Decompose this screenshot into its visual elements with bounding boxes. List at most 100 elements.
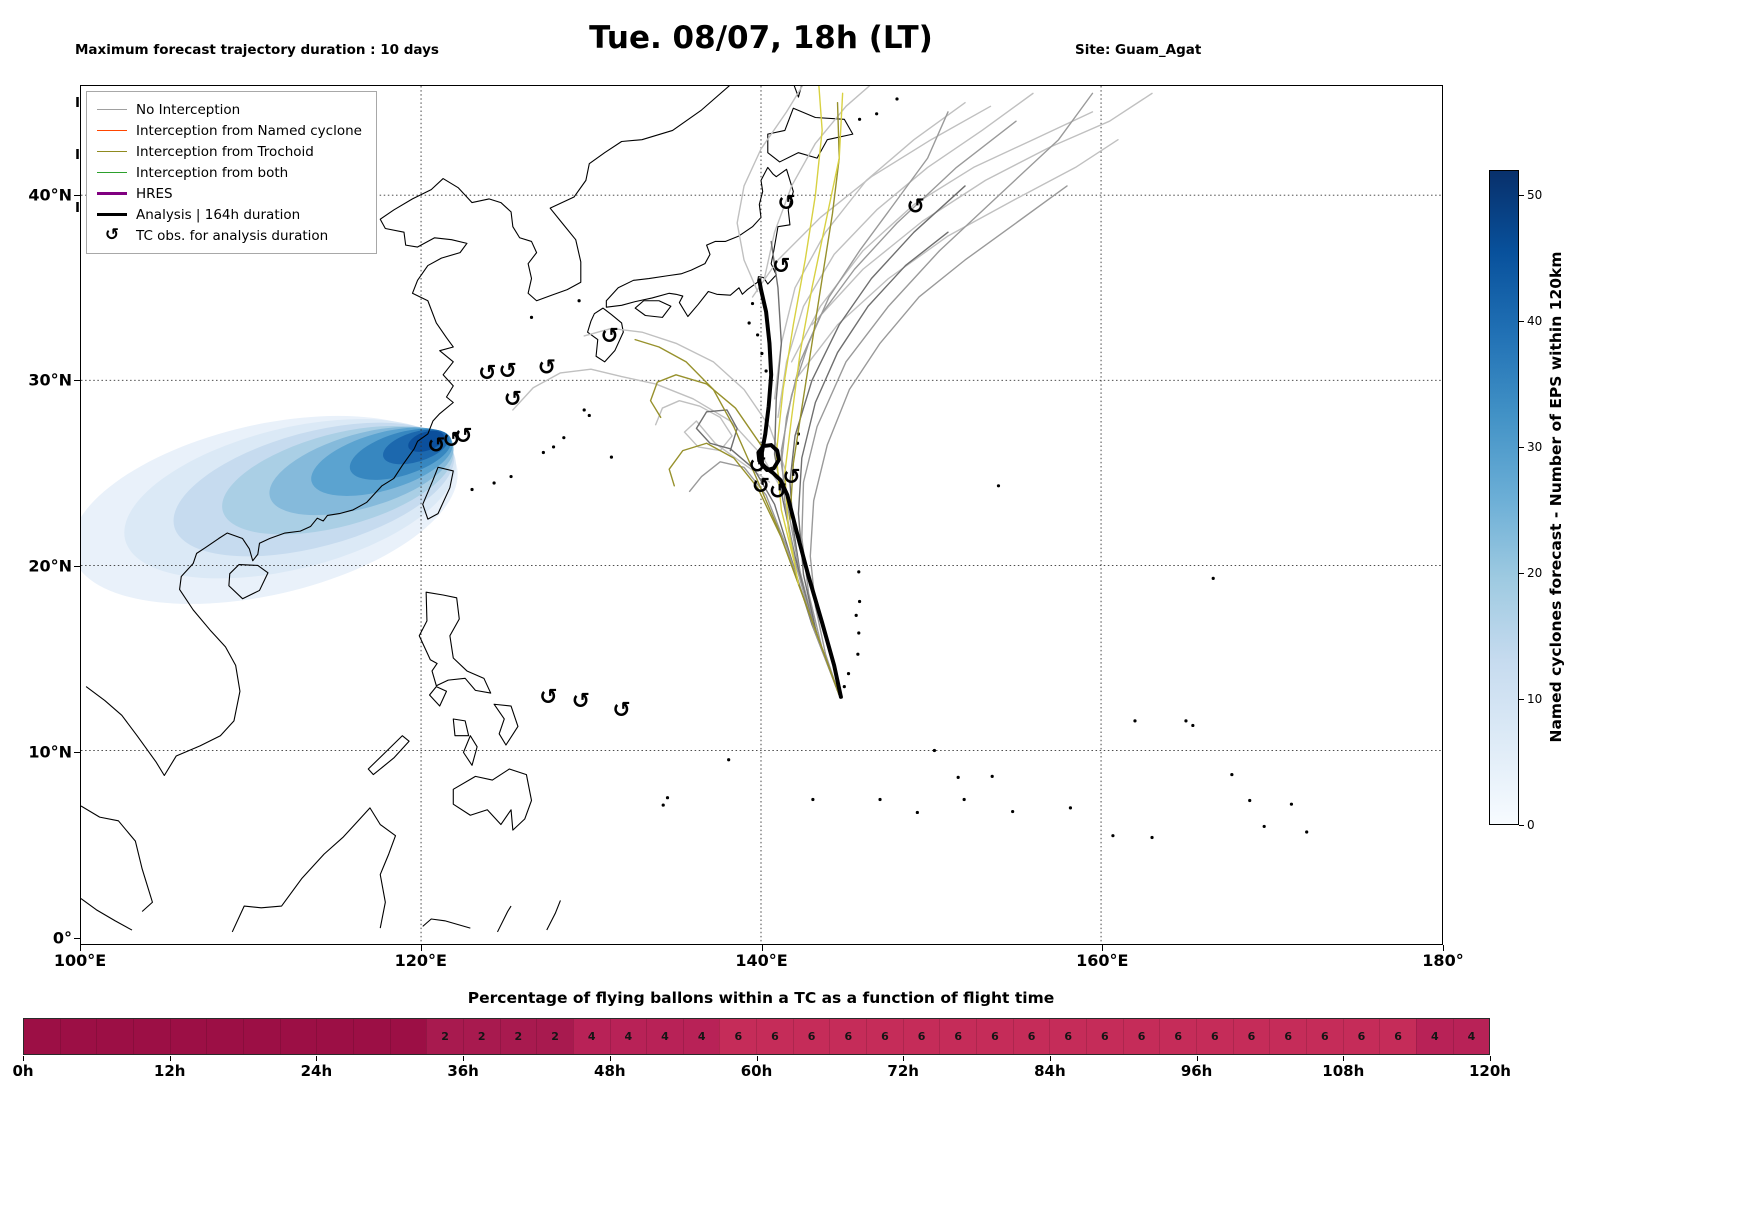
tc-obs-icon: ↺ [538,356,556,381]
balloon-strip-cell: 6 [829,1019,867,1054]
islet [1305,830,1309,834]
analysis-track [756,278,843,699]
strip-tick-label: 60h [740,1062,773,1080]
tc-obs-icon: ↺ [539,685,557,710]
balloon-strip-cell [389,1019,427,1054]
legend-item: Interception from Named cyclone [97,120,362,141]
trajectory-line [784,92,844,585]
islet [990,774,994,778]
strip-tickmark [1343,1056,1345,1061]
islet [551,445,556,449]
strip-tick-label: 12h [153,1062,186,1080]
strip-tickmark [1490,1056,1491,1061]
balloon-strip-cell [96,1019,133,1054]
tc-obs-icon: ↺ [769,480,787,505]
islet [609,455,614,459]
islet [854,613,858,617]
islet [541,450,545,455]
tc-obs-icon: ↺ [612,698,630,723]
balloon-strip-cell: 6 [756,1019,793,1054]
islet [1068,806,1073,810]
balloon-strip-cell: 4 [572,1019,610,1054]
y-axis-tickmark [74,380,80,382]
islet [846,672,851,676]
trajectory-line [770,240,840,696]
balloon-strip-cell: 6 [1196,1019,1233,1054]
colorbar-tickmark [1519,699,1524,701]
islet [1011,809,1015,814]
islet [962,797,966,802]
legend-line [97,109,127,110]
balloon-strip-cell: 4 [682,1019,720,1054]
x-axis-tickmark [80,945,81,951]
balloon-strip-cell: 6 [719,1019,757,1054]
islet [764,369,768,373]
islet [857,117,862,121]
balloon-strip-cell: 6 [792,1019,830,1054]
tc-obs-icon: ↺ [572,689,590,714]
legend-item: Interception from both [97,162,362,183]
islet [875,112,879,116]
islet [1248,798,1252,803]
balloon-strip-cell: 6 [1269,1019,1306,1054]
balloon-strip-cell: 2 [426,1019,463,1054]
islet [727,758,731,762]
tc-obs-icon: ↺ [782,465,800,490]
islet [1133,719,1137,723]
trajectory-line [789,185,966,696]
strip-tick-label: 48h [594,1062,626,1080]
islet [582,408,586,412]
strip-tickmark [903,1056,905,1061]
y-axis-tickmark [74,751,80,753]
islet [587,413,591,418]
coastline [85,86,730,777]
legend-label: No Interception [136,101,241,118]
coastline [493,703,519,746]
map-svg: ↺ ↺ ↺↺↺↺↺↺↺ ↺↺↺↺↺↺↺ ↺ ↺ [81,86,1441,943]
islet [577,299,581,303]
trajectory-line [794,139,1119,381]
balloon-strip-cell: 6 [1012,1019,1050,1054]
legend-item: ↺ TC obs. for analysis duration [97,225,362,246]
coastline [228,563,269,600]
tc-obs-icon: ↺ [906,195,924,220]
legend-item: HRES [97,183,362,204]
strip-tick-label: 72h [887,1062,919,1080]
colorbar-tick-label: 0 [1527,818,1535,832]
islet [492,481,496,485]
tc-obs-icon: ↺ [427,433,445,458]
trajectory-line [775,86,823,567]
islet [529,315,534,319]
islet [1150,835,1154,840]
balloon-strip-cell [59,1019,97,1054]
strip-tickmark [463,1056,465,1061]
colorbar-tick-label: 10 [1527,692,1543,707]
x-axis-tickmark [761,945,763,951]
coastline [418,591,492,694]
legend-item: No Interception [97,99,362,120]
density-shade [408,430,445,452]
coastline [81,805,153,912]
strip-tickmark [756,1056,758,1061]
y-axis-tickmark [74,566,80,568]
balloon-strip-cell: 6 [1122,1019,1160,1054]
colorbar-tick-label: 50 [1527,188,1543,203]
legend-label: HRES [136,185,173,202]
map-plot: ↺ ↺ ↺ ↺ ↺ ↺ ↺ ↺ ↺ ↺ ↺ ↺ ↺ ↺ ↺ ↺ ↺ ↺ No Interception Interc… [80,85,1443,945]
islet [915,810,919,815]
balloon-strip-cell: 4 [1415,1019,1453,1054]
legend-line [97,172,127,173]
colorbar-tick-label: 30 [1527,440,1543,455]
x-axis-tickmark [1102,945,1104,951]
islet [509,474,513,479]
trajectory-line [763,86,871,280]
islet [895,97,899,101]
balloon-strip-cell: 4 [1452,1019,1490,1054]
coastline [422,918,471,929]
strip-tickmark [169,1056,171,1061]
coastline [231,807,397,933]
islet [470,487,474,492]
y-axis-tickmark [74,937,80,939]
y-axis-tick-label: 40°N [28,185,72,205]
